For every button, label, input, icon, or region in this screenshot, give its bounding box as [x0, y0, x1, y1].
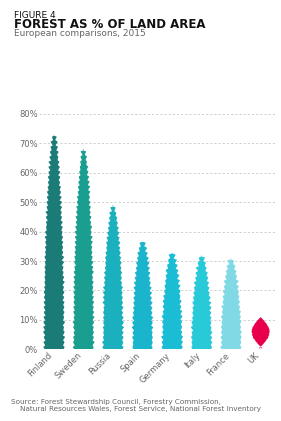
Polygon shape — [43, 134, 65, 349]
Polygon shape — [220, 258, 242, 349]
Polygon shape — [132, 240, 153, 349]
Text: FIGURE 4: FIGURE 4 — [14, 11, 56, 19]
Polygon shape — [161, 252, 183, 349]
Polygon shape — [72, 149, 95, 349]
Polygon shape — [102, 205, 124, 349]
Polygon shape — [191, 255, 212, 349]
Polygon shape — [251, 317, 270, 349]
Text: Source: Forest Stewardship Council, Forestry Commission,
    Natural Resources W: Source: Forest Stewardship Council, Fore… — [11, 399, 261, 412]
Text: European comparisons, 2015: European comparisons, 2015 — [14, 29, 146, 38]
Text: FOREST AS % OF LAND AREA: FOREST AS % OF LAND AREA — [14, 18, 205, 31]
